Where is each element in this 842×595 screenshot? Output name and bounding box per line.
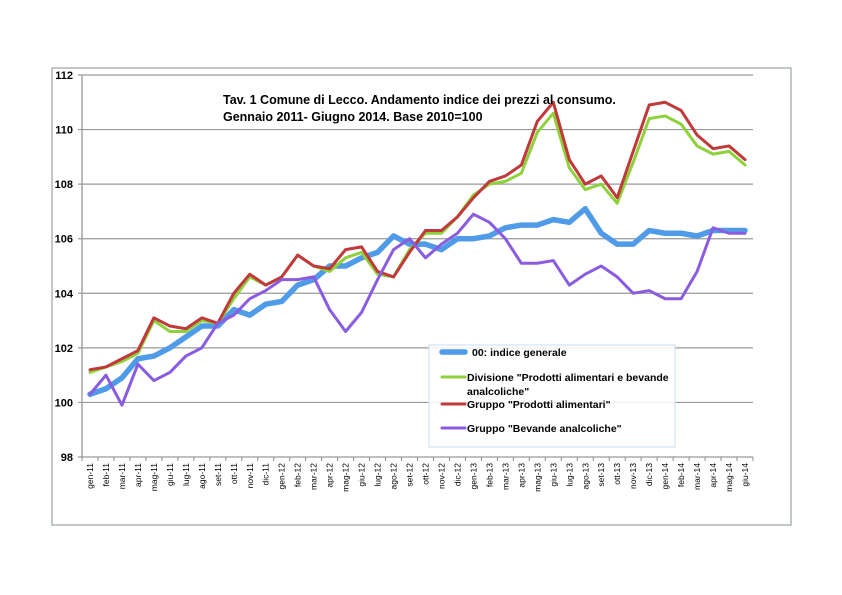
x-tick-label: apr-13: [516, 463, 526, 488]
x-tick-label: set-11: [213, 463, 223, 486]
x-tick-label: feb-14: [676, 463, 686, 487]
y-tick-label: 112: [55, 70, 73, 82]
chart-title-line-2: Gennaio 2011- Giugno 2014. Base 2010=100: [223, 110, 483, 124]
x-tick-label: gen-12: [277, 463, 287, 490]
x-tick-label: dic-11: [261, 463, 271, 486]
x-tick-label: apr-12: [325, 463, 335, 488]
x-tick-label: mag-14: [724, 463, 734, 492]
x-tick-label: mar-12: [309, 463, 319, 490]
legend-label: analcoliche": [467, 386, 529, 398]
x-tick-label: mar-14: [692, 463, 702, 490]
x-tick-label: mag-11: [149, 463, 159, 491]
x-tick-label: lug-13: [564, 463, 574, 487]
x-tick-label: set-13: [596, 463, 606, 487]
x-tick-label: giu-14: [740, 463, 750, 487]
legend-label: Gruppo "Prodotti alimentari": [467, 399, 611, 411]
legend-label: Divisione "Prodotti alimentari e bevande: [467, 372, 669, 384]
x-tick-label: feb-12: [293, 463, 303, 487]
x-tick-label: mar-13: [500, 463, 510, 490]
x-tick-label: dic-13: [644, 463, 654, 486]
chart-frame: [51, 67, 792, 526]
legend: 00: indice generale Divisione "Prodotti a…: [428, 344, 676, 448]
y-tick-label: 98: [61, 452, 73, 464]
x-tick-label: gen-11: [85, 463, 95, 489]
series-line: [87, 205, 748, 397]
x-tick-label: feb-11: [101, 463, 111, 487]
x-tick-label: mar-11: [117, 463, 127, 490]
x-tick-label: ott-13: [612, 463, 622, 485]
y-tick-label: 104: [55, 288, 74, 300]
x-tick-label: feb-13: [484, 463, 494, 487]
x-tick-label: ott-12: [420, 463, 430, 485]
x-tick-label: ott-11: [229, 463, 239, 484]
x-tick-label: giu-11: [165, 463, 175, 486]
series-line: [88, 100, 747, 372]
x-tick-label: apr-14: [708, 463, 718, 488]
x-tick-label: giu-12: [357, 463, 367, 487]
y-tick-label: 100: [55, 397, 73, 409]
x-tick-label: gen-13: [468, 463, 478, 490]
x-tick-label: lug-12: [373, 463, 383, 487]
x-tick-label: set-12: [405, 463, 415, 487]
x-tick-label: apr-11: [133, 463, 143, 487]
x-tick-label: lug-11: [181, 463, 191, 486]
x-tick-label: mag-12: [341, 463, 351, 492]
x-tick-label: gen-14: [660, 463, 670, 490]
x-tick-label: giu-13: [548, 463, 558, 487]
x-tick-label: dic-12: [452, 463, 462, 486]
chart-title-line-1: Tav. 1 Comune di Lecco. Andamento indice…: [223, 93, 616, 107]
x-tick-label: ago-12: [389, 463, 399, 490]
legend-label: Gruppo "Bevande analcoliche": [467, 423, 622, 435]
x-tick-label: ago-13: [580, 463, 590, 490]
y-tick-label: 108: [55, 179, 73, 191]
x-tick-label: ago-11: [197, 463, 207, 489]
series-line: [88, 212, 747, 407]
y-tick-label: 106: [55, 234, 73, 246]
x-tick-label: nov-11: [245, 463, 255, 489]
legend-label: 00: indice generale: [472, 347, 567, 359]
y-tick-label: 102: [55, 343, 73, 355]
x-tick-label: nov-12: [436, 463, 446, 489]
x-tick-label: nov-13: [628, 463, 638, 489]
y-tick-label: 110: [55, 125, 73, 137]
x-tick-label: mag-13: [532, 463, 542, 492]
